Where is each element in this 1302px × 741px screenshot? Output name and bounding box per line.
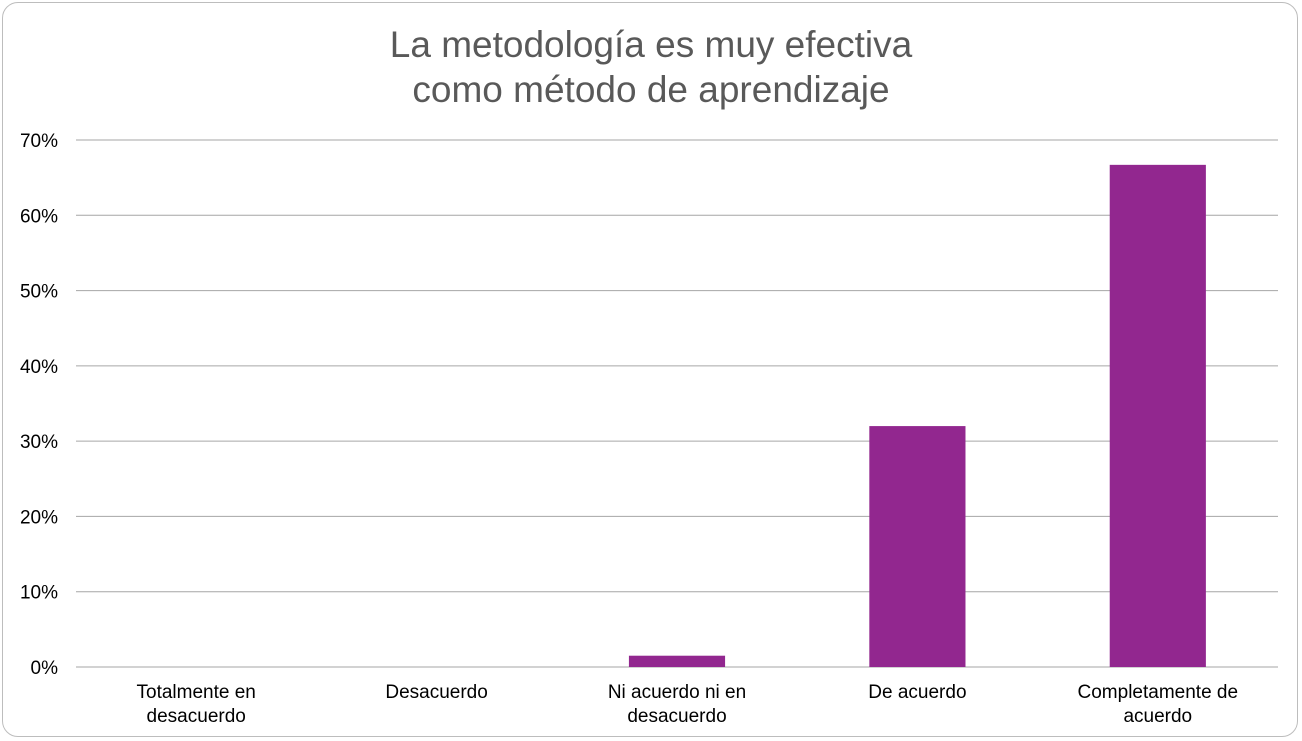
bar — [869, 426, 966, 667]
y-tick-label: 40% — [20, 357, 58, 378]
x-category-label-line: acuerdo — [1123, 706, 1192, 727]
x-category-label-line: Desacuerdo — [385, 682, 487, 703]
x-category-label-line: desacuerdo — [627, 706, 726, 727]
y-tick-label: 60% — [20, 206, 58, 227]
x-category-label: Ni acuerdo ni en desacuerdo — [608, 682, 746, 727]
x-category-label-line: desacuerdo — [147, 706, 246, 727]
y-tick-label: 0% — [31, 658, 59, 679]
y-axis-tick-labels: 0% 10% 20% 30% 40% 50% 60% 70% — [20, 131, 58, 679]
y-tick-label: 70% — [20, 131, 58, 152]
y-tick-label: 20% — [20, 507, 58, 528]
gridlines — [76, 139, 1278, 668]
x-category-label-line: Ni acuerdo ni en — [608, 682, 746, 703]
chart-title-line-1: La metodología es muy efectiva — [389, 24, 913, 65]
bars — [628, 164, 1206, 667]
y-tick-label: 30% — [20, 432, 58, 453]
x-category-label: Completamente de acuerdo — [1078, 682, 1239, 727]
chart-title: La metodología es muy efectiva como méto… — [0, 22, 1302, 112]
bar — [1109, 164, 1206, 667]
chart-title-line-2: como método de aprendizaje — [412, 69, 890, 110]
x-axis-category-labels: Totalmente en desacuerdo Desacuerdo Ni acue… — [137, 682, 1239, 727]
x-category-label-line: De acuerdo — [868, 682, 966, 703]
bar — [628, 655, 726, 667]
x-category-label: De acuerdo — [868, 682, 966, 703]
x-category-label-line: Completamente de — [1078, 682, 1239, 703]
y-tick-label: 50% — [20, 282, 58, 303]
x-category-label-line: Totalmente en — [137, 682, 256, 703]
y-tick-label: 10% — [20, 583, 58, 604]
x-category-label: Desacuerdo — [385, 682, 487, 703]
x-category-label: Totalmente en desacuerdo — [137, 682, 256, 727]
